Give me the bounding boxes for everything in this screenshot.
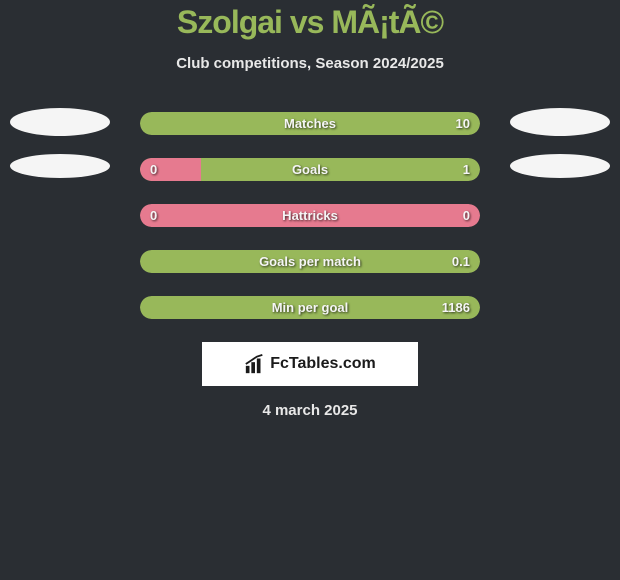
stat-value-right: 1186 [442,296,470,319]
bar-chart-icon [244,353,266,375]
stat-row: Matches 10 [140,112,480,135]
player-right-marker-2 [510,154,610,178]
stat-value-right: 1 [463,158,470,181]
stat-name: Goals per match [259,250,361,273]
stat-value-left: 0 [150,204,157,227]
stat-value-right: 0 [463,204,470,227]
stat-row: Goals 0 1 [140,158,480,181]
player-left-marker [10,108,110,136]
stat-row: Min per goal 1186 [140,296,480,319]
subtitle: Club competitions, Season 2024/2025 [0,55,620,72]
stat-name: Min per goal [272,296,349,319]
stat-name: Matches [284,112,336,135]
logo-inner: FcTables.com [244,353,376,375]
page-title: Szolgai vs MÃ¡tÃ© [0,4,620,41]
player-right-marker [510,108,610,136]
stats-block: Matches 10 Goals 0 1 Hattricks 0 0 Goals per mat… [0,112,620,319]
stat-value-right: 10 [456,112,470,135]
stat-row: Hattricks 0 0 [140,204,480,227]
stat-name: Goals [292,158,328,181]
stat-name: Hattricks [282,204,338,227]
fctables-logo[interactable]: FcTables.com [202,342,418,386]
stat-value-left: 0 [150,158,157,181]
stat-value-right: 0.1 [452,250,470,273]
date-text: 4 march 2025 [0,402,620,419]
comparison-card: Szolgai vs MÃ¡tÃ© Club competitions, Sea… [0,0,620,419]
player-left-marker-2 [10,154,110,178]
stat-row: Goals per match 0.1 [140,250,480,273]
logo-text: FcTables.com [270,355,376,373]
